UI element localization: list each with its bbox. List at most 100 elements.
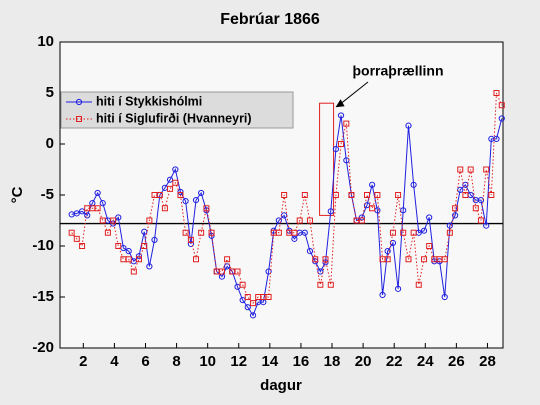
point xyxy=(477,217,484,224)
point xyxy=(457,166,464,173)
point xyxy=(182,198,189,205)
point xyxy=(488,192,495,198)
point xyxy=(363,192,370,198)
x-tick-label: 8 xyxy=(172,353,180,370)
annotation-arrow xyxy=(337,81,369,107)
point xyxy=(317,281,324,288)
point xyxy=(477,197,485,204)
point xyxy=(244,294,251,300)
point xyxy=(379,291,386,299)
x-tick-label: 14 xyxy=(261,353,278,370)
point xyxy=(68,229,75,236)
point xyxy=(73,210,80,217)
annotation: þorraþrællinn xyxy=(352,63,443,79)
point xyxy=(99,217,106,224)
point xyxy=(446,222,453,229)
point xyxy=(172,166,179,173)
point xyxy=(452,212,459,219)
point xyxy=(187,240,194,248)
point xyxy=(498,102,505,109)
x-tick-label: 10 xyxy=(199,353,216,370)
x-tick-label: 6 xyxy=(141,353,149,370)
point xyxy=(426,214,433,221)
point xyxy=(73,235,80,242)
x-tick-label: 20 xyxy=(355,353,372,370)
point xyxy=(104,229,111,236)
point xyxy=(130,268,137,275)
x-tick-label: 12 xyxy=(230,353,247,370)
y-tick-label: 0 xyxy=(46,135,54,152)
point xyxy=(405,256,412,263)
point xyxy=(338,141,345,147)
point xyxy=(249,312,257,319)
point xyxy=(141,243,148,249)
point xyxy=(426,243,433,249)
x-tick-label: 28 xyxy=(479,353,496,370)
point xyxy=(446,229,453,236)
series-line xyxy=(71,115,503,317)
point xyxy=(296,217,303,224)
point xyxy=(332,192,339,198)
point xyxy=(177,188,184,196)
point xyxy=(389,229,396,236)
point xyxy=(291,235,298,242)
point xyxy=(94,205,101,212)
y-tick-label: -20 xyxy=(32,339,54,356)
point xyxy=(218,268,225,275)
point xyxy=(363,202,371,209)
point xyxy=(472,205,479,212)
point xyxy=(400,229,407,236)
x-tick-label: 24 xyxy=(417,353,434,370)
point xyxy=(348,192,355,198)
point xyxy=(78,208,86,215)
point xyxy=(99,200,106,207)
chart-title: Febrúar 1866 xyxy=(220,11,320,28)
point xyxy=(192,197,200,204)
point xyxy=(198,229,205,236)
point xyxy=(452,205,459,212)
point xyxy=(420,227,428,234)
point xyxy=(146,217,153,224)
legend: hiti í Stykkishólmi hiti í Siglufirði (Hv… xyxy=(60,91,294,129)
point xyxy=(125,256,132,263)
y-tick-label: 10 xyxy=(37,33,54,50)
x-tick-label: 4 xyxy=(110,353,119,370)
point xyxy=(394,285,402,292)
arrow-head xyxy=(335,99,345,108)
point xyxy=(177,192,184,198)
point xyxy=(301,192,308,198)
point xyxy=(483,166,490,173)
point xyxy=(384,256,391,263)
point xyxy=(151,236,158,243)
point xyxy=(343,157,350,164)
point xyxy=(166,176,174,183)
point xyxy=(203,205,210,212)
point xyxy=(410,229,417,236)
point xyxy=(110,217,117,224)
point xyxy=(483,222,490,229)
point xyxy=(384,248,391,255)
point xyxy=(410,181,417,188)
point xyxy=(358,217,365,224)
legend-label: hiti í Stykkishólmi xyxy=(96,94,202,108)
y-tick-label: -5 xyxy=(41,186,54,203)
point xyxy=(84,212,91,219)
point xyxy=(327,281,334,288)
point xyxy=(275,229,282,236)
point xyxy=(327,208,334,215)
point xyxy=(141,228,148,235)
x-tick-label: 26 xyxy=(448,353,465,370)
point xyxy=(115,214,122,221)
x-tick-label: 2 xyxy=(79,353,87,370)
point xyxy=(467,166,474,173)
y-axis-label: °C xyxy=(9,186,26,203)
point xyxy=(156,192,163,198)
point xyxy=(462,192,469,198)
point xyxy=(337,112,345,119)
highlight-box xyxy=(319,102,335,216)
point xyxy=(172,179,179,186)
point xyxy=(358,214,365,221)
x-tick-label: 18 xyxy=(324,353,341,370)
point xyxy=(498,115,505,122)
